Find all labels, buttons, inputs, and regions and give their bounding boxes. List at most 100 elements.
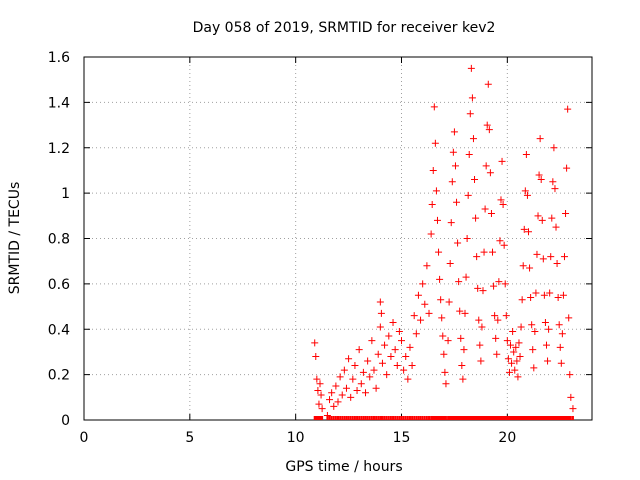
data-point [460,346,468,354]
data-point [483,121,491,129]
y-tick-label: 1 [61,186,70,202]
data-point [465,151,473,159]
rug-marks [313,416,574,420]
data-point [501,280,509,288]
data-point [469,135,477,143]
data-point [500,241,508,249]
data-point [444,337,452,345]
data-point [318,405,326,413]
data-point [378,359,386,367]
data-point [359,368,367,376]
data-point [391,346,399,354]
data-point [534,212,542,220]
data-point [451,162,459,170]
data-point [454,239,462,247]
data-point [539,255,547,263]
data-point [338,391,346,399]
data-point [478,323,486,331]
data-point [491,312,499,320]
data-point [445,298,453,306]
x-tick-label: 10 [287,430,305,446]
y-tick-label: 1.6 [48,50,70,66]
data-point [385,332,393,340]
data-point [453,198,461,206]
data-point [529,346,537,354]
data-point [467,64,475,72]
data-point [507,341,515,349]
data-point [485,126,493,134]
data-point [503,337,511,345]
data-point [547,253,555,261]
data-point [468,94,476,102]
data-point [429,166,437,174]
data-point [535,171,543,179]
data-point [393,362,401,370]
data-point [566,371,574,379]
data-point [316,380,324,388]
data-point [505,368,513,376]
x-tick-label: 20 [498,430,516,446]
data-point [383,371,391,379]
data-point [428,200,436,208]
data-point [548,214,556,222]
data-point [345,355,353,363]
data-point [522,151,530,159]
data-point [353,387,361,395]
data-point [471,176,479,184]
data-point [515,339,523,347]
data-point [560,253,568,261]
data-point [376,323,384,331]
data-point [334,398,342,406]
data-point [557,359,565,367]
data-point [332,382,340,390]
y-tick-label: 0.8 [48,232,70,248]
data-point [510,348,518,356]
data-point [410,312,418,320]
data-point [527,293,535,301]
y-tick-label: 0.2 [48,368,70,384]
data-point [433,216,441,224]
data-point [366,373,374,381]
data-point [315,400,323,408]
data-point [421,300,429,308]
data-point [553,259,561,267]
data-point [456,307,464,315]
data-point [565,314,573,322]
data-point [530,364,538,372]
data-point [552,223,560,231]
data-point [461,309,469,317]
data-point [395,328,403,336]
data-point [458,362,466,370]
data-point [519,262,527,270]
data-point [513,357,521,365]
data-point [400,366,408,374]
data-point [495,278,503,286]
data-point [536,135,544,143]
data-point [438,314,446,322]
data-point [423,262,431,270]
data-point [490,282,498,290]
data-point [482,162,490,170]
data-point [569,405,577,413]
data-point [455,278,463,286]
data-point [312,352,320,360]
data-point [417,316,425,324]
data-point [340,366,348,374]
data-point [542,341,550,349]
data-point [408,362,416,370]
data-point [368,337,376,345]
data-point [357,380,365,388]
x-axis-label: GPS time / hours [285,459,402,475]
data-point [526,264,534,272]
data-point [502,312,510,320]
data-point [477,357,485,365]
data-point [550,144,558,152]
y-tick-label: 0.4 [48,322,70,338]
data-point [496,237,504,245]
data-point [499,200,507,208]
data-point [475,316,483,324]
data-point [494,316,502,324]
data-point [412,330,420,338]
data-point [486,169,494,177]
